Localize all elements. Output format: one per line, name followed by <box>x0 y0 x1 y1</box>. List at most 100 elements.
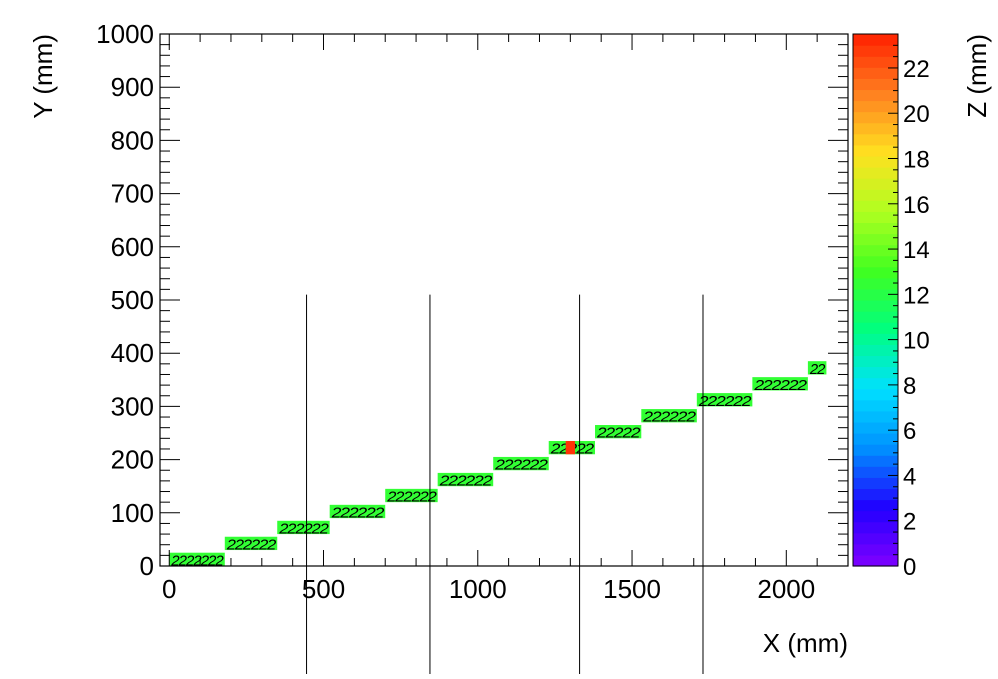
colorbar-band <box>853 155 898 168</box>
heatmap-cell <box>565 440 575 455</box>
colorbar-band <box>853 56 898 68</box>
colorbar-tick-label: 6 <box>903 418 916 445</box>
cell-value-label: 222222 <box>278 520 329 537</box>
heatmap-cell <box>595 425 642 439</box>
heatmap-cell <box>493 456 549 471</box>
x-tick-label: 2000 <box>757 574 815 604</box>
colorbar-band <box>853 244 898 257</box>
colorbar-band <box>853 510 898 523</box>
cell-value-label: 222222 <box>698 393 753 410</box>
y-tick-label: 500 <box>111 285 154 315</box>
colorbar-band <box>853 67 898 79</box>
z-axis-label: Z (mm) <box>962 34 992 118</box>
colorbar-band <box>853 255 898 268</box>
colorbar-band <box>853 144 898 157</box>
colorbar-tick-label: 18 <box>903 147 930 174</box>
plot-frame <box>159 33 849 567</box>
heatmap-cell <box>807 361 827 375</box>
colorbar-band <box>853 167 898 179</box>
heatmap-cell <box>641 409 697 423</box>
colorbar-band <box>853 466 898 478</box>
cell-value-label: 222222 <box>438 473 493 490</box>
colorbar-band <box>853 521 898 534</box>
cell-value-label: 222222 <box>226 536 277 553</box>
colorbar-frame <box>852 33 899 567</box>
colorbar-band <box>853 444 898 456</box>
colorbar-band <box>853 277 898 290</box>
colorbar-band <box>853 200 898 212</box>
colorbar-tick-label: 22 <box>903 56 930 83</box>
colorbar-band <box>853 488 898 501</box>
colorbar-tick-label: 0 <box>903 554 916 581</box>
colorbar-band <box>853 300 898 312</box>
colorbar-band <box>853 111 898 124</box>
colorbar-band <box>853 189 898 201</box>
vertical-lines <box>306 294 704 674</box>
cell-value-label: 22222 <box>596 425 641 442</box>
colorbar-band <box>853 288 898 301</box>
colorbar-band <box>853 322 898 334</box>
heatmap-cells: 2222222222222222222222222222222222222222… <box>169 361 827 569</box>
colorbar-band <box>853 100 898 113</box>
heatmap-cell <box>437 472 494 487</box>
y-tick-label: 1000 <box>96 19 154 49</box>
colorbar-band <box>853 377 898 390</box>
colorbar-band <box>853 399 898 412</box>
colorbar-band <box>853 344 898 357</box>
colorbar-band <box>853 532 898 545</box>
y-tick-label: 300 <box>111 391 154 421</box>
colorbar-band <box>853 211 898 224</box>
colorbar-band <box>853 89 898 102</box>
heatmap-cell <box>224 536 278 551</box>
heatmap-cell <box>277 520 330 535</box>
heatmap-cell <box>169 552 225 566</box>
colorbar-tick-label: 2 <box>903 509 916 536</box>
colorbar: 0 2 4 6 8 10 12 14 16 18 20 22 <box>852 33 930 581</box>
colorbar-tick-label: 8 <box>903 373 916 400</box>
colorbar-tick-label: 12 <box>903 282 930 309</box>
cell-value-label: 222222 <box>753 377 808 394</box>
colorbar-band <box>853 34 898 46</box>
colorbar-band <box>853 421 898 434</box>
y-tick-label: 600 <box>111 232 154 262</box>
colorbar-tick-label: 10 <box>903 328 930 355</box>
heatmap-cell <box>696 393 753 407</box>
colorbar-band <box>853 477 898 490</box>
colorbar-band <box>853 499 898 512</box>
colorbar-band <box>853 543 898 556</box>
colorbar-band <box>853 355 898 368</box>
y-axis-label: Y (mm) <box>28 34 58 119</box>
y-tick-label: 200 <box>111 445 154 475</box>
colorbar-band <box>853 233 898 246</box>
colorbar-band <box>853 333 898 345</box>
colorbar-tick-label: 14 <box>903 237 930 264</box>
colorbar-band <box>853 122 898 135</box>
colorbar-band <box>853 410 898 423</box>
colorbar-band <box>853 133 898 146</box>
x-tick-label: 1500 <box>603 574 661 604</box>
colorbar-band <box>853 222 898 235</box>
y-tick-label: 400 <box>111 338 154 368</box>
colorbar-tick-label: 16 <box>903 192 930 219</box>
axis-ticks: 0 500 1000 1500 2000 0 100 200 300 400 500 600 700 80… <box>96 19 849 604</box>
heatmap-cell <box>385 488 438 503</box>
y-tick-label: 700 <box>111 179 154 209</box>
plot-border <box>159 33 849 567</box>
cell-value-label: 222222 <box>642 409 697 426</box>
x-tick-label: 500 <box>302 574 345 604</box>
y-tick-label: 800 <box>111 125 154 155</box>
y-tick-label: 0 <box>140 551 154 581</box>
cell-value-label: 222222 <box>494 457 549 474</box>
y-tick-label: 100 <box>111 498 154 528</box>
cell-value-label: 22 <box>809 361 826 378</box>
colorbar-band <box>853 554 898 567</box>
colorbar-band <box>853 433 898 445</box>
colorbar-band <box>853 78 898 91</box>
cell-value-label: 222222 <box>386 489 437 506</box>
colorbar-band <box>853 366 898 379</box>
colorbar-band <box>853 388 898 401</box>
colorbar-band <box>853 266 898 279</box>
heatmap-cell <box>329 504 386 519</box>
